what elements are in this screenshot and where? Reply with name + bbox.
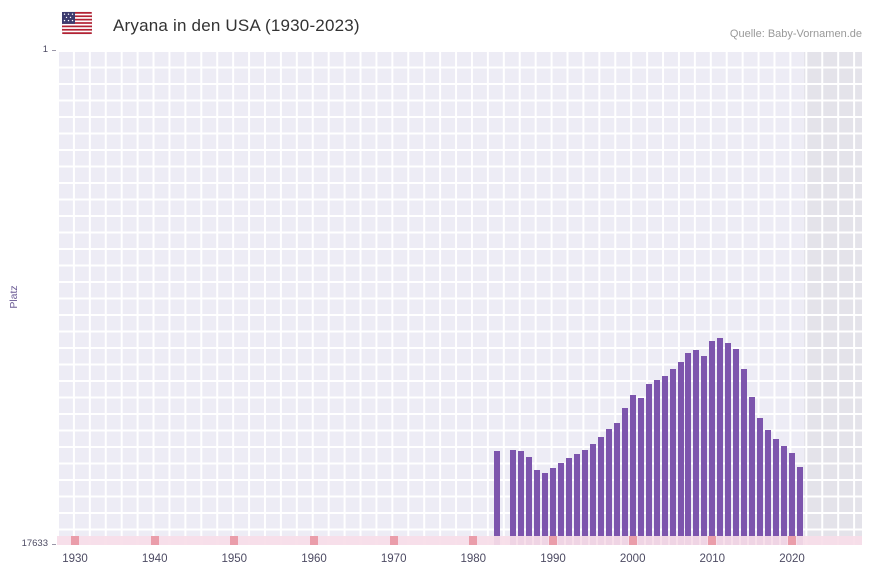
bar-1997[interactable] [605,429,612,545]
bar-2011[interactable] [717,337,724,545]
x-tick-1990: 1990 [540,553,566,565]
bar-2019[interactable] [781,445,787,545]
bar-2016[interactable] [757,417,764,545]
bar-2012[interactable] [725,343,732,545]
decade-mark-2020 [788,536,796,545]
bar-2013[interactable] [733,349,740,545]
bar-1990[interactable] [550,468,556,545]
bar-1999[interactable] [621,407,628,545]
bar-2005[interactable] [669,368,676,545]
bar-2015[interactable] [749,396,756,545]
bar-1996[interactable] [597,437,604,545]
x-tick-1930: 1930 [62,553,88,565]
bar-1994[interactable] [581,450,588,545]
bar-1992[interactable] [565,458,572,545]
y-tick-top: 1 [42,44,48,55]
bar-2003[interactable] [653,379,660,545]
x-tick-2020: 2020 [779,553,805,565]
bar-1985[interactable] [510,450,517,545]
bar-2000[interactable] [629,395,636,545]
bar-1983[interactable] [494,451,501,545]
bar-1998[interactable] [613,423,620,545]
y-tickmark-top [52,50,56,51]
decade-mark-1980 [469,536,478,545]
bar-2004[interactable] [661,375,668,545]
bar-2007[interactable] [685,353,692,545]
bar-2001[interactable] [637,398,644,545]
x-tick-2000: 2000 [619,553,646,565]
x-tick-1970: 1970 [380,553,407,565]
bar-2014[interactable] [741,368,748,545]
x-axis: 1930 1940 1950 1960 1970 1980 1990 2000 2010 2020 [57,553,862,571]
bar-2006[interactable] [677,361,684,545]
decade-mark-1960 [310,536,318,545]
bar-2020[interactable] [789,452,795,545]
y-tickmark-bottom [52,544,56,545]
no-data-band [804,50,862,545]
decade-mark-1970 [389,536,398,545]
bar-1989[interactable] [542,472,548,545]
bar-2010[interactable] [709,340,716,545]
bar-1986[interactable] [518,451,525,545]
decade-mark-2010 [708,536,717,545]
bar-2002[interactable] [645,384,652,545]
x-tick-1940: 1940 [141,553,168,565]
x-tick-1960: 1960 [301,553,327,565]
bar-2008[interactable] [693,350,700,545]
us-flag-icon [61,11,93,35]
y-axis-title: Platz [8,285,20,309]
source-label: Quelle: Baby-Vornamen.de [729,28,862,40]
bar-2017[interactable] [765,430,772,545]
decade-mark-1990 [549,536,557,545]
x-tick-1980: 1980 [460,553,487,565]
bar-2009[interactable] [701,356,708,545]
bar-2021[interactable] [797,466,803,545]
bar-1988[interactable] [534,469,541,545]
decade-mark-1940 [150,536,159,545]
chart-title: Aryana in den USA (1930-2023) [113,16,360,35]
bar-2018[interactable] [773,438,780,545]
bar-1991[interactable] [558,462,564,545]
y-tick-bottom: 17633 [21,538,48,549]
bar-1993[interactable] [573,454,580,545]
baseline-strip [57,536,862,545]
bar-1987[interactable] [526,457,533,545]
decade-mark-1930 [71,536,79,545]
x-tick-1950: 1950 [221,553,248,565]
bar-1995[interactable] [589,444,596,545]
plot-area [57,50,862,545]
x-tick-2010: 2010 [699,553,726,565]
decade-mark-1950 [230,536,239,545]
decade-mark-2000 [628,536,637,545]
